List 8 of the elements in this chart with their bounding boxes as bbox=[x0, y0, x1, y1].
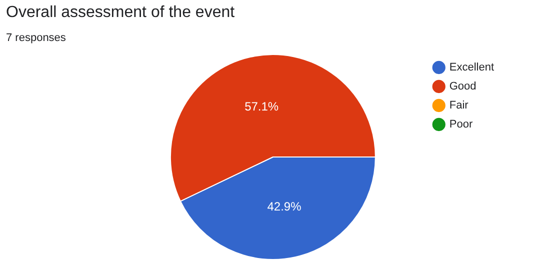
text: 7 responses bbox=[6, 32, 66, 44]
legend-label: Fair bbox=[449, 100, 469, 112]
data-label: 57.1% bbox=[244, 99, 279, 114]
data-label: 42.9% bbox=[267, 199, 302, 214]
legend-label: Good bbox=[449, 80, 476, 93]
legend-label: Poor bbox=[449, 118, 473, 131]
legend-label: Excellent bbox=[449, 62, 494, 74]
chart-title: Overall assessment of the event bbox=[6, 4, 235, 22]
